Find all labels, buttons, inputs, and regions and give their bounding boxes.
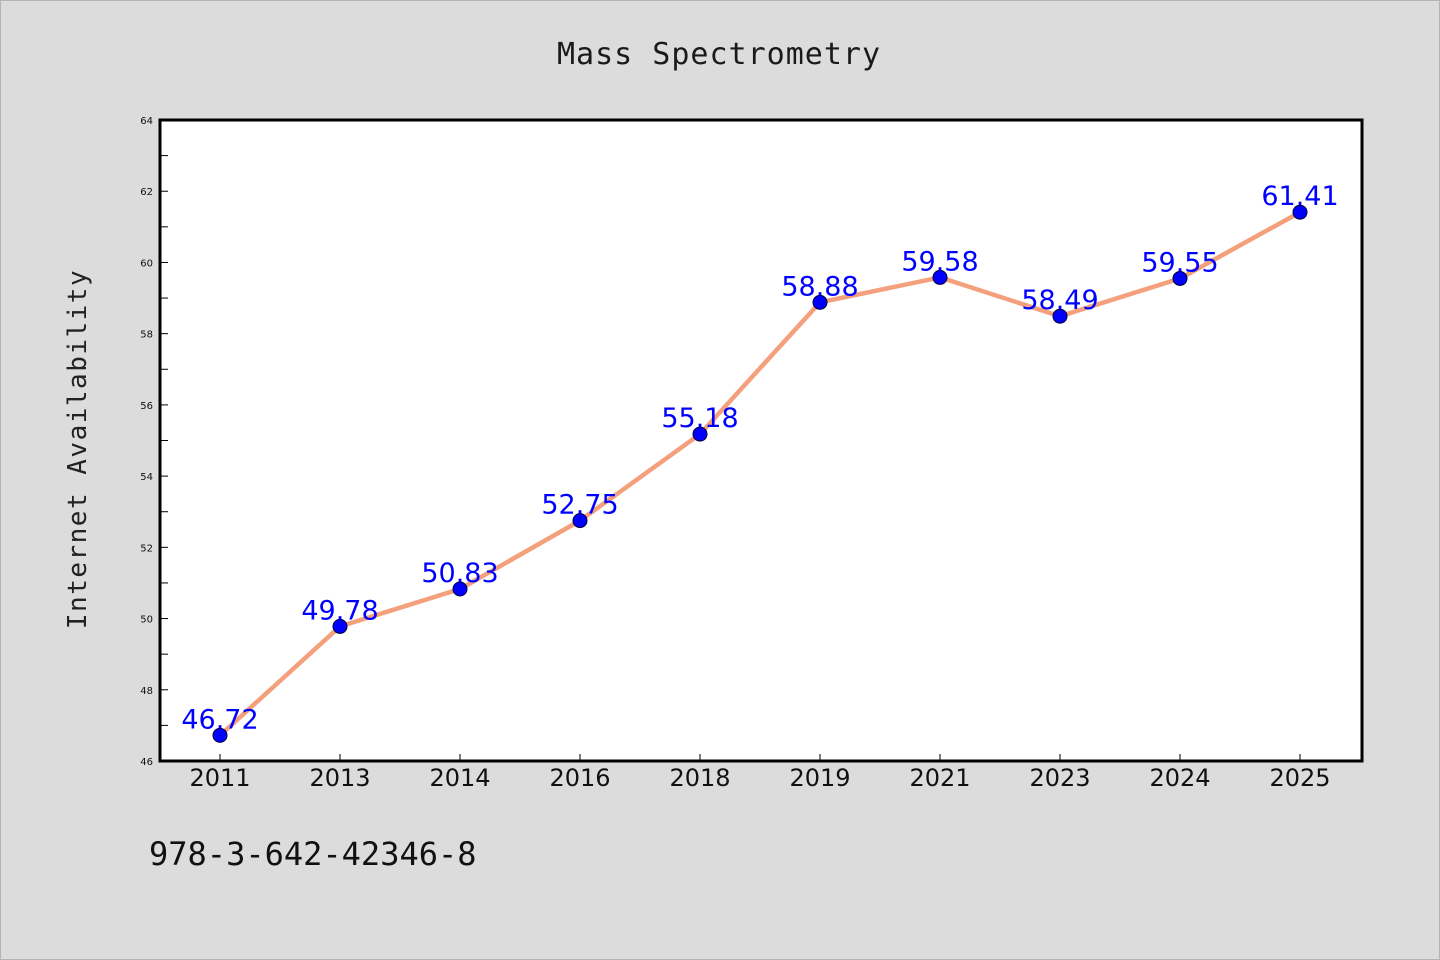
x-tick-label: 2013 <box>309 764 370 792</box>
data-point <box>1292 204 1308 220</box>
data-point <box>212 727 228 743</box>
y-axis-ticks: 46 48 50 52 54 56 58 60 62 64 <box>140 116 168 768</box>
data-point <box>1052 308 1068 324</box>
x-tick-label: 2024 <box>1149 764 1210 792</box>
data-label: 49.78 <box>301 595 378 626</box>
x-tick-label: 2019 <box>789 764 850 792</box>
data-point <box>1172 270 1188 286</box>
y-tick-label: 64 <box>140 116 153 127</box>
y-tick-label: 50 <box>140 615 153 626</box>
y-tick-label: 54 <box>140 472 153 483</box>
x-tick-label: 2025 <box>1269 764 1330 792</box>
data-point <box>452 581 468 597</box>
data-labels: 46.72 49.78 50.83 52.75 55.18 58.88 59.58 58.49… <box>181 181 1338 735</box>
y-tick-label: 52 <box>140 543 153 554</box>
x-tick-label: 2016 <box>549 764 610 792</box>
chart-title: Mass Spectrometry <box>557 37 881 72</box>
plot-frame <box>158 118 1364 763</box>
data-label: 46.72 <box>181 704 258 735</box>
data-label: 52.75 <box>541 490 618 521</box>
data-label: 61.41 <box>1261 181 1338 212</box>
series-line <box>217 209 1303 738</box>
data-point <box>812 294 828 310</box>
x-tick-label: 2021 <box>909 764 970 792</box>
data-label: 55.18 <box>661 403 738 434</box>
y-tick-label: 46 <box>140 757 153 768</box>
data-label: 59.58 <box>901 246 978 277</box>
y-tick-label: 58 <box>140 330 153 341</box>
x-tick-label: 2014 <box>429 764 490 792</box>
data-point <box>572 513 588 529</box>
data-point <box>332 618 348 634</box>
y-tick-label: 48 <box>140 686 153 697</box>
data-point <box>692 426 708 442</box>
data-label: 58.88 <box>781 271 858 302</box>
data-label: 59.55 <box>1141 247 1218 278</box>
y-tick-label: 62 <box>140 187 153 198</box>
x-tick-label: 2011 <box>189 764 250 792</box>
x-tick-label: 2018 <box>669 764 730 792</box>
y-tick-label: 56 <box>140 401 153 412</box>
x-tick-label: 2023 <box>1029 764 1090 792</box>
x-axis-ticks: 2011 2013 2014 2016 2018 2019 2021 2023 2024 2025 <box>189 754 1331 792</box>
footer-isbn: 978-3-642-42346-8 <box>149 835 477 873</box>
y-axis-label: Internet Availability <box>63 269 93 629</box>
y-tick-label: 60 <box>140 258 153 269</box>
data-point <box>932 269 948 285</box>
data-label: 50.83 <box>421 558 498 589</box>
data-label: 58.49 <box>1021 285 1098 316</box>
data-markers <box>212 204 1308 743</box>
plot-area <box>160 120 1362 761</box>
